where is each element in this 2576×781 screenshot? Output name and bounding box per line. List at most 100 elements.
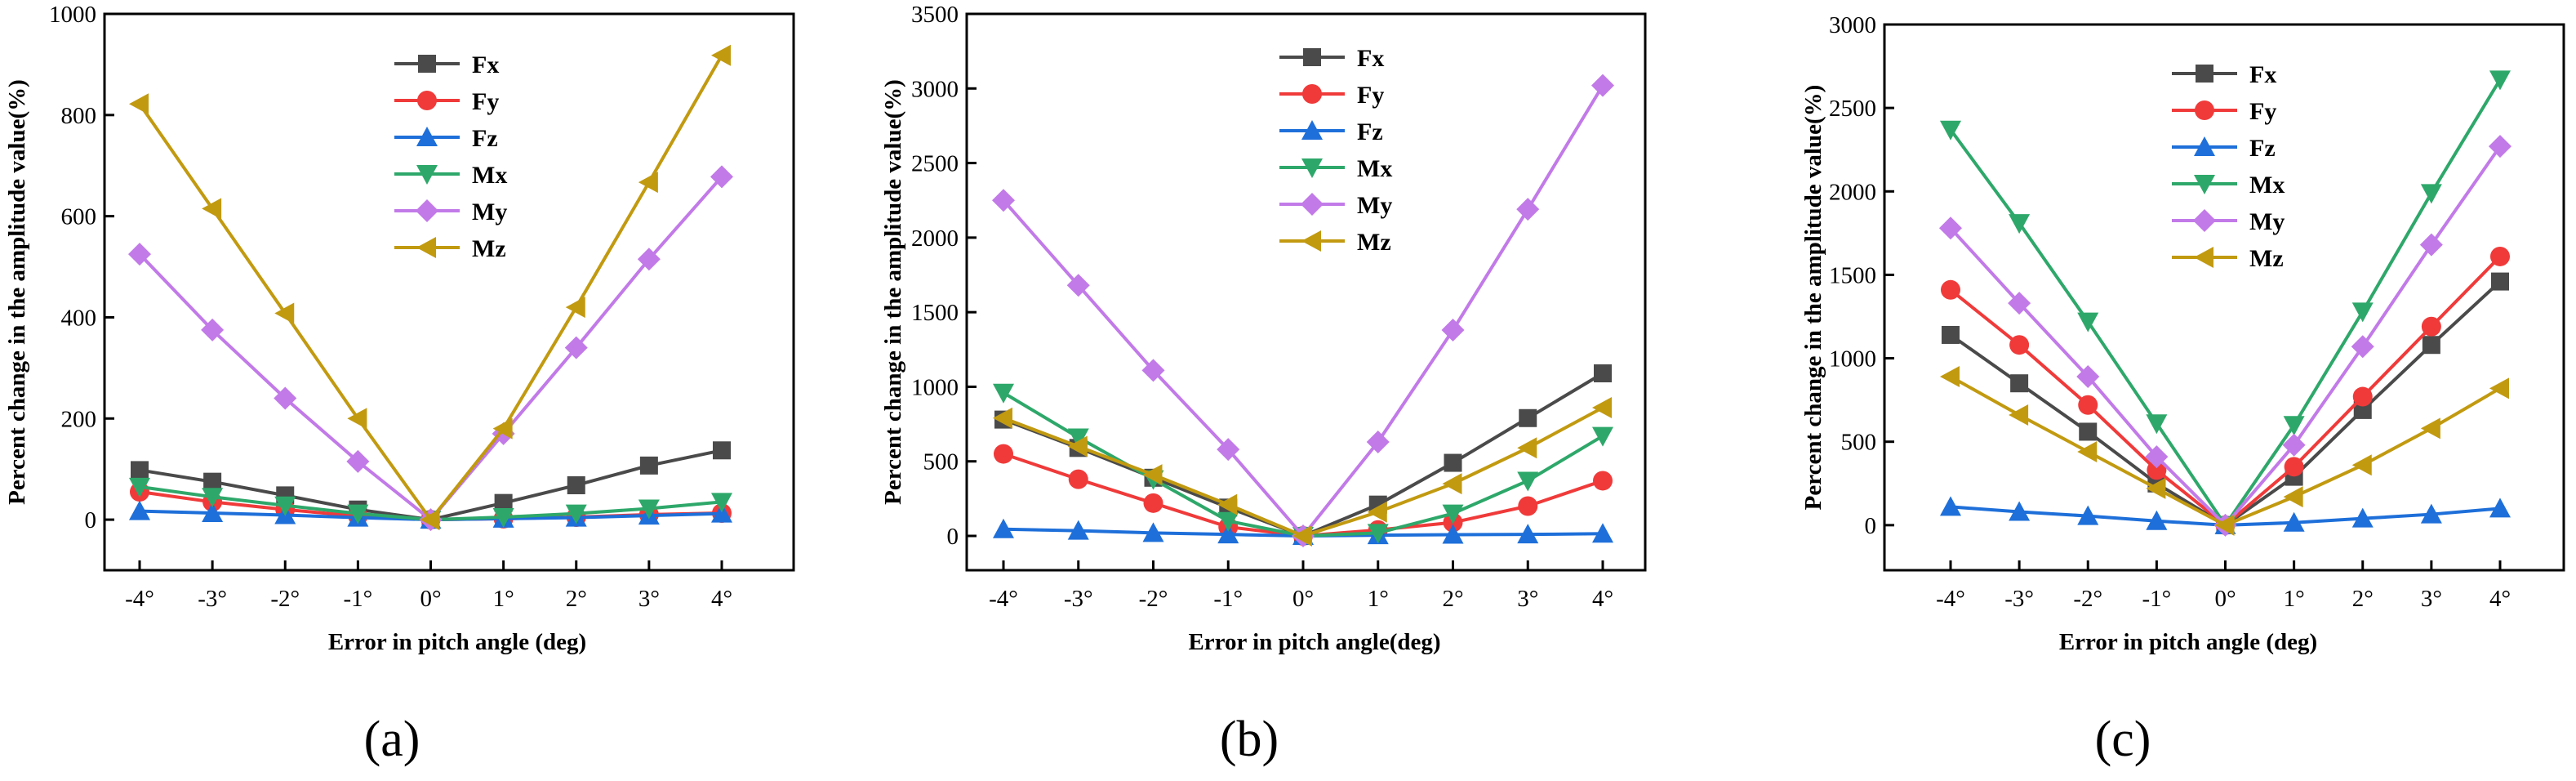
legend-entry: Fx [472, 51, 499, 78]
data-point [202, 488, 224, 508]
data-point [2010, 374, 2029, 393]
data-point [710, 165, 733, 189]
data-point [2214, 514, 2235, 536]
y-tick-label: 3000 [911, 76, 959, 102]
data-point [1594, 364, 1612, 383]
y-tick-label: 400 [61, 305, 97, 331]
data-point [1593, 471, 1613, 491]
data-point [492, 417, 513, 440]
legend-entry: Mz [2249, 245, 2284, 272]
data-point [2353, 400, 2372, 419]
x-tick-label: -4° [989, 586, 1018, 612]
y-tick-label: 0 [85, 507, 97, 533]
legend-entry: Fz [1357, 118, 1383, 145]
chart-panel-b: 0 500 1000 1500 2000 2500 3000 3500 -4° -3° -2° -1°… [880, 2, 1647, 767]
series-line-mx [1002, 391, 1604, 538]
legend-marker [2195, 100, 2214, 120]
panel-label: (a) [364, 712, 420, 767]
y-tick-label: 1000 [49, 2, 96, 28]
data-point [129, 500, 150, 520]
data-point [711, 493, 732, 513]
data-point [2283, 511, 2305, 532]
plot-frame [103, 12, 795, 572]
legend-marker [2194, 247, 2213, 268]
data-point [494, 493, 513, 512]
data-point [1592, 396, 1612, 418]
data-point [1940, 496, 1961, 516]
data-point [2489, 498, 2511, 518]
y-tick-label: 1500 [911, 300, 959, 326]
legend-marker [1301, 120, 1323, 140]
data-point [131, 461, 149, 480]
data-point [2420, 184, 2442, 204]
data-point [637, 248, 661, 271]
data-point [1068, 469, 1088, 489]
data-point [1940, 120, 1961, 141]
legend-marker [2194, 175, 2215, 194]
data-point [1067, 435, 1088, 457]
y-tick-label: 3000 [1829, 12, 1876, 38]
data-point [2079, 422, 2098, 441]
legend-marker [2194, 136, 2215, 156]
x-tick-label: -2° [270, 586, 300, 612]
data-point [565, 504, 587, 524]
legend-marker [1303, 48, 1321, 66]
data-point [1067, 428, 1089, 449]
legend-marker [418, 55, 436, 73]
y-axis-label: Percent change in the amplitude value(%) [1800, 85, 1826, 511]
x-axis-label: Error in pitch angle(deg) [1188, 629, 1440, 655]
data-point [492, 507, 514, 528]
y-tick-label: 500 [1841, 430, 1877, 456]
data-point [1217, 438, 1240, 462]
data-point [2282, 433, 2306, 457]
data-point [2077, 505, 2099, 525]
legend-entry: Fz [2249, 135, 2276, 162]
data-point [274, 496, 296, 516]
x-tick-label: -3° [198, 586, 227, 612]
legend-entry: Fy [1357, 82, 1384, 109]
x-tick-label: 1° [2284, 586, 2305, 612]
data-point [1441, 319, 1465, 342]
legend-marker [416, 165, 438, 185]
data-point [2283, 486, 2303, 508]
data-point [1217, 493, 1238, 515]
legend-entry: Fx [1357, 45, 1384, 72]
y-tick-label: 1000 [1829, 346, 1876, 373]
x-tick-label: 0° [420, 586, 441, 612]
x-tick-label: 4° [711, 586, 732, 612]
x-tick-label: -2° [2073, 586, 2102, 612]
x-tick-label: -3° [2004, 586, 2034, 612]
y-tick-label: 1500 [1829, 262, 1876, 288]
data-point [2145, 445, 2169, 469]
data-point [2077, 312, 2099, 332]
series-line-mz [1950, 375, 2502, 528]
data-point [2284, 457, 2304, 477]
data-point [420, 509, 440, 531]
chart-panel-a: 0 200 400 600 800 1000 -4° -3° -2° -1° 0° 1° 2° 3° 4° E… [4, 2, 795, 767]
data-point [2078, 395, 2098, 415]
data-point [992, 189, 1015, 212]
data-point [1367, 524, 1389, 544]
x-axis-label: Error in pitch angle (deg) [2059, 629, 2317, 655]
data-point [202, 502, 224, 523]
series-line-fy [1003, 452, 1604, 538]
data-point [1142, 522, 1164, 542]
data-point [1067, 520, 1089, 540]
panel-label: (c) [2095, 712, 2151, 767]
data-point [2351, 507, 2374, 528]
legend-entry: Fz [472, 125, 498, 152]
data-point [274, 386, 297, 410]
legend: Fx Fy Fz Mx My Mz [394, 51, 507, 262]
data-point [1217, 524, 1239, 544]
data-point [2009, 501, 2031, 521]
data-point [638, 172, 658, 194]
data-point [1366, 430, 1390, 453]
data-point [2077, 440, 2098, 462]
data-point [711, 502, 732, 523]
x-tick-label: -1° [343, 586, 372, 612]
x-tick-label: 1° [1368, 586, 1389, 612]
x-axis-label: Error in pitch angle (deg) [328, 629, 586, 655]
data-point [2351, 335, 2374, 359]
data-point [1517, 524, 1539, 544]
x-tick-label: 4° [1592, 586, 1613, 612]
